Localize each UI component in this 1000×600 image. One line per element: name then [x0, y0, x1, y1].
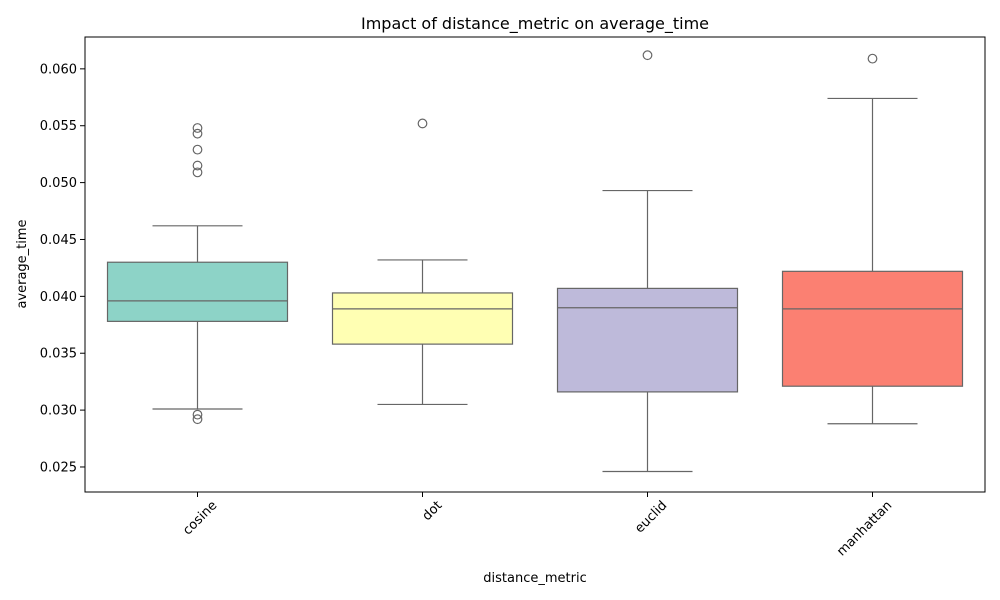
- y-tick-label: 0.035: [40, 347, 77, 362]
- y-tick-label: 0.055: [40, 119, 77, 134]
- box-cosine: [106, 261, 289, 322]
- x-axis-label: distance_metric: [483, 571, 586, 586]
- outlier-point: [192, 409, 203, 420]
- outlier-point: [192, 160, 203, 171]
- outlier-point: [642, 50, 653, 61]
- outlier-point: [192, 144, 203, 155]
- plot-frame: [84, 36, 986, 493]
- outlier-point: [192, 123, 203, 133]
- outlier-point: [192, 414, 203, 425]
- box-manhattan: [781, 270, 964, 387]
- y-tick-label: 0.045: [40, 233, 77, 248]
- y-tick-label: 0.025: [40, 460, 77, 475]
- outlier-point: [417, 118, 428, 129]
- y-tick-label: 0.030: [40, 404, 77, 419]
- box-dot: [331, 292, 514, 345]
- y-tick-label: 0.040: [40, 290, 77, 305]
- box-euclid: [556, 287, 739, 393]
- outlier-point: [867, 53, 878, 64]
- y-tick-label: 0.050: [40, 176, 77, 191]
- y-axis-label: average_time: [15, 219, 30, 308]
- outlier-point: [192, 167, 203, 178]
- y-tick-label: 0.060: [40, 62, 77, 77]
- chart-title: Impact of distance_metric on average_tim…: [361, 14, 709, 34]
- outlier-point: [192, 128, 203, 139]
